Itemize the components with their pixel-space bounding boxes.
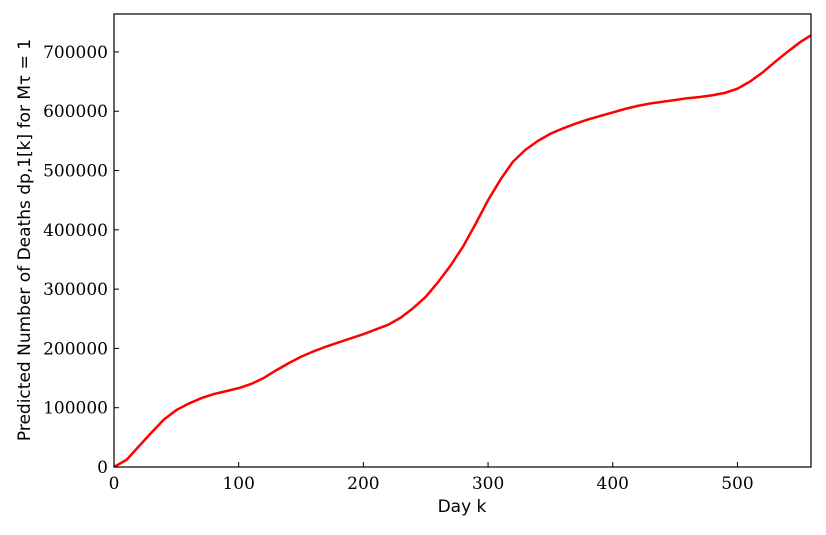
y-tick-label: 0 bbox=[97, 458, 108, 478]
y-tick-label: 300000 bbox=[43, 280, 108, 300]
line bbox=[113, 34, 812, 469]
x-tick-label: 200 bbox=[347, 474, 379, 494]
x-tick-label: 0 bbox=[109, 474, 120, 494]
y-tick-label: 500000 bbox=[43, 162, 108, 182]
x-axis-label: Day k bbox=[438, 497, 487, 517]
y-axis-label: Predicted Number of Deaths dp,1[k] for M… bbox=[15, 39, 35, 441]
y-tick-label: 100000 bbox=[43, 399, 108, 419]
y-tick-label: 600000 bbox=[43, 102, 108, 122]
y-tick-label: 700000 bbox=[43, 43, 108, 63]
x-tick-label: 100 bbox=[222, 474, 254, 494]
y-tick-label: 200000 bbox=[43, 339, 108, 359]
y-tick-label: 400000 bbox=[43, 221, 108, 241]
plot-frame bbox=[113, 13, 812, 468]
x-tick-label: 500 bbox=[721, 474, 753, 494]
x-tick-label: 400 bbox=[597, 474, 629, 494]
x-tick-label: 300 bbox=[472, 474, 504, 494]
